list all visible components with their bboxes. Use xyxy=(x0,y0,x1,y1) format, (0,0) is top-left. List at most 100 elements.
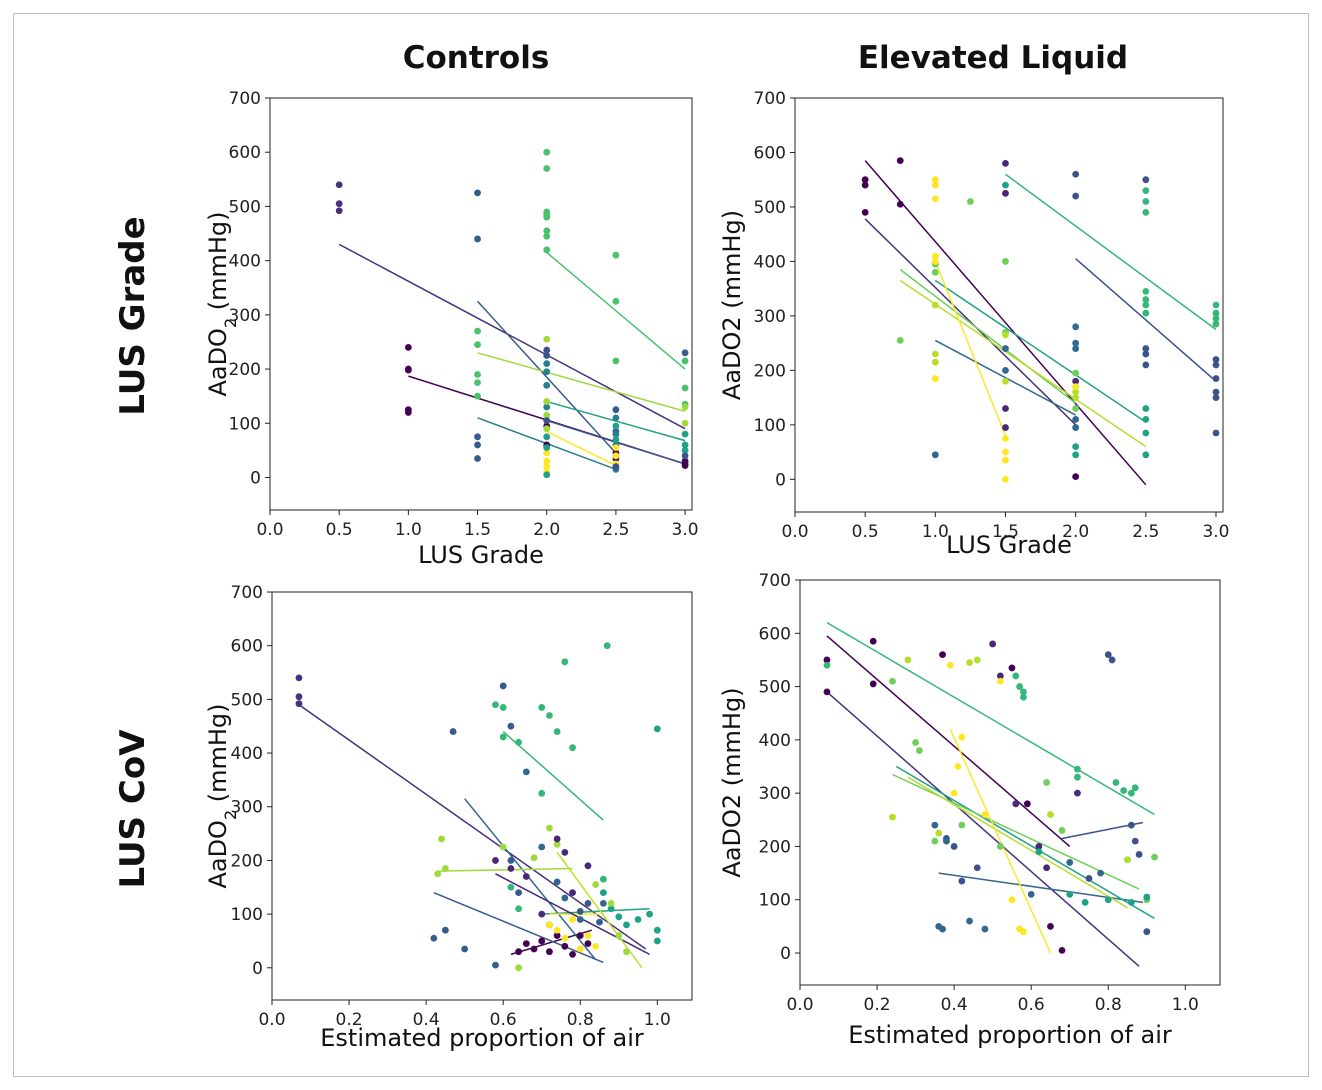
y-axis-label: AaDO2 (mmHg) xyxy=(718,210,746,400)
data-point xyxy=(553,926,561,934)
x-tick-label: 0.8 xyxy=(567,1010,594,1030)
data-point xyxy=(653,937,661,945)
data-point xyxy=(1035,843,1043,850)
data-point xyxy=(861,208,869,216)
data-point xyxy=(1212,309,1220,317)
regression-line xyxy=(495,873,650,956)
data-point xyxy=(607,905,615,913)
data-point xyxy=(996,672,1004,680)
data-point xyxy=(474,371,481,378)
data-point xyxy=(1072,383,1080,391)
data-point xyxy=(681,441,689,449)
data-point xyxy=(823,661,831,669)
data-point xyxy=(543,433,551,441)
regression-line xyxy=(476,300,617,454)
data-point xyxy=(931,195,939,203)
data-point xyxy=(1097,869,1104,877)
data-point xyxy=(499,733,507,741)
data-point xyxy=(295,693,303,701)
data-point xyxy=(474,235,481,243)
data-point xyxy=(869,637,877,645)
data-point xyxy=(522,940,530,948)
data-point xyxy=(543,165,551,172)
data-point xyxy=(1002,475,1009,483)
regression-line xyxy=(1075,258,1217,382)
regression-line xyxy=(907,776,1128,909)
data-point xyxy=(1212,375,1220,382)
regression-line xyxy=(934,261,1007,437)
data-point xyxy=(612,357,620,365)
data-point xyxy=(1072,323,1080,331)
data-point xyxy=(1035,848,1043,856)
data-point xyxy=(623,948,630,956)
data-point xyxy=(989,640,997,648)
data-point xyxy=(592,942,600,950)
regression-line xyxy=(338,243,686,430)
data-point xyxy=(931,252,939,260)
y-tick-label: 600 xyxy=(229,143,261,163)
data-point xyxy=(543,227,551,235)
data-point xyxy=(931,358,939,366)
data-point xyxy=(1012,800,1020,808)
data-point xyxy=(1058,946,1066,954)
data-point xyxy=(530,854,538,862)
y-tick-label: 300 xyxy=(754,307,786,327)
data-point xyxy=(515,905,523,913)
data-point xyxy=(543,449,551,457)
data-point xyxy=(966,917,973,925)
data-point xyxy=(996,843,1004,850)
y-tick-label: 500 xyxy=(759,678,791,698)
data-point xyxy=(543,398,551,405)
y-tick-label: 0 xyxy=(780,944,791,964)
data-point xyxy=(896,200,904,208)
data-point xyxy=(939,925,946,933)
data-point xyxy=(612,251,620,259)
data-point xyxy=(1142,415,1150,423)
data-point xyxy=(543,335,551,343)
data-point xyxy=(474,379,481,387)
data-point xyxy=(1143,928,1151,936)
data-point xyxy=(522,873,530,880)
data-point xyxy=(1002,258,1009,265)
data-point xyxy=(981,925,989,933)
data-point xyxy=(1002,435,1009,442)
data-point xyxy=(1142,176,1150,184)
data-point xyxy=(492,701,499,709)
data-point xyxy=(507,865,515,872)
data-point xyxy=(1212,301,1220,309)
data-point xyxy=(441,865,449,872)
data-point xyxy=(1072,369,1080,377)
data-point xyxy=(1135,851,1143,858)
data-point xyxy=(543,246,551,254)
data-point xyxy=(474,433,481,441)
data-point xyxy=(1016,683,1024,690)
data-point xyxy=(612,297,620,305)
data-point xyxy=(681,403,689,411)
data-point xyxy=(1108,656,1116,664)
data-point xyxy=(474,189,481,197)
data-point xyxy=(912,739,919,746)
data-point xyxy=(543,403,551,411)
data-point xyxy=(653,725,661,733)
data-point xyxy=(434,870,442,878)
data-point xyxy=(1142,361,1150,369)
data-point xyxy=(543,346,551,354)
regression-line xyxy=(934,279,1147,423)
data-point xyxy=(1131,837,1139,845)
data-point xyxy=(946,661,954,669)
data-point xyxy=(634,916,642,923)
data-point xyxy=(569,950,576,958)
regression-line xyxy=(546,251,686,370)
data-point xyxy=(612,436,620,443)
data-point xyxy=(931,375,939,382)
data-point xyxy=(441,926,449,934)
data-point xyxy=(1142,451,1150,459)
data-point xyxy=(474,392,481,400)
data-point xyxy=(931,301,939,309)
regression-line xyxy=(826,621,1155,816)
y-tick-label: 500 xyxy=(229,197,261,217)
data-point xyxy=(1072,388,1080,396)
data-point xyxy=(295,700,303,708)
regression-line xyxy=(477,352,686,413)
